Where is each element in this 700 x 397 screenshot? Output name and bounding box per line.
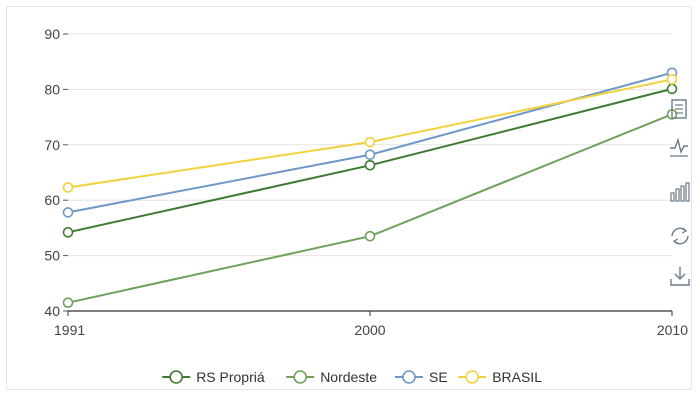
chart-frame [6, 6, 692, 390]
y-tick-labels: 40 50 60 70 80 90 [44, 26, 60, 319]
data-point[interactable] [364, 136, 376, 148]
y-tick-label: 70 [44, 137, 60, 153]
x-tick-labels: 1991 2000 2010 [54, 322, 688, 338]
y-tick-label: 90 [44, 26, 60, 42]
legend-label: SE [429, 369, 448, 385]
data-view-icon[interactable] [671, 99, 687, 119]
legend-swatch-marker [293, 370, 308, 384]
x-tick-label: 1991 [54, 322, 85, 338]
data-point[interactable] [666, 83, 678, 95]
grid-lines [63, 33, 672, 312]
restore-icon[interactable] [671, 227, 689, 245]
legend-item[interactable]: SE [395, 369, 448, 385]
x-tick-label: 2000 [354, 322, 385, 338]
y-tick-label: 80 [44, 81, 60, 97]
series-0 [62, 83, 678, 238]
save-image-icon[interactable] [670, 267, 690, 286]
data-point[interactable] [364, 149, 376, 161]
line-chart-icon[interactable] [670, 137, 688, 157]
legend-swatch-marker [465, 370, 480, 384]
legend-label: RS Propriá [196, 369, 265, 385]
toolbox [670, 99, 690, 286]
bar-chart-icon[interactable] [670, 182, 690, 202]
legend-label: BRASIL [492, 369, 542, 385]
data-point[interactable] [62, 207, 74, 218]
legend-item[interactable]: Nordeste [286, 369, 377, 385]
legend-swatch-marker [169, 370, 183, 384]
axes [67, 310, 673, 316]
y-tick-label: 40 [44, 303, 60, 319]
legend-item[interactable]: RS Propriá [162, 369, 265, 385]
data-point[interactable] [364, 230, 376, 242]
series-3 [62, 74, 678, 193]
legend-label: Nordeste [320, 369, 377, 385]
y-tick-label: 50 [44, 248, 60, 264]
data-point[interactable] [62, 182, 74, 193]
data-point[interactable] [364, 159, 376, 171]
series-line [67, 78, 673, 189]
legend: RS Propriá Nordeste SE BRASIL [162, 369, 542, 385]
legend-item[interactable]: BRASIL [458, 369, 542, 385]
data-point[interactable] [666, 74, 678, 85]
data-point[interactable] [62, 227, 74, 238]
legend-swatch-marker [402, 370, 416, 384]
data-point[interactable] [62, 297, 74, 308]
x-tick-label: 2010 [657, 322, 688, 338]
series-layer [62, 67, 678, 308]
y-tick-label: 60 [44, 192, 60, 208]
series-1 [62, 109, 678, 308]
